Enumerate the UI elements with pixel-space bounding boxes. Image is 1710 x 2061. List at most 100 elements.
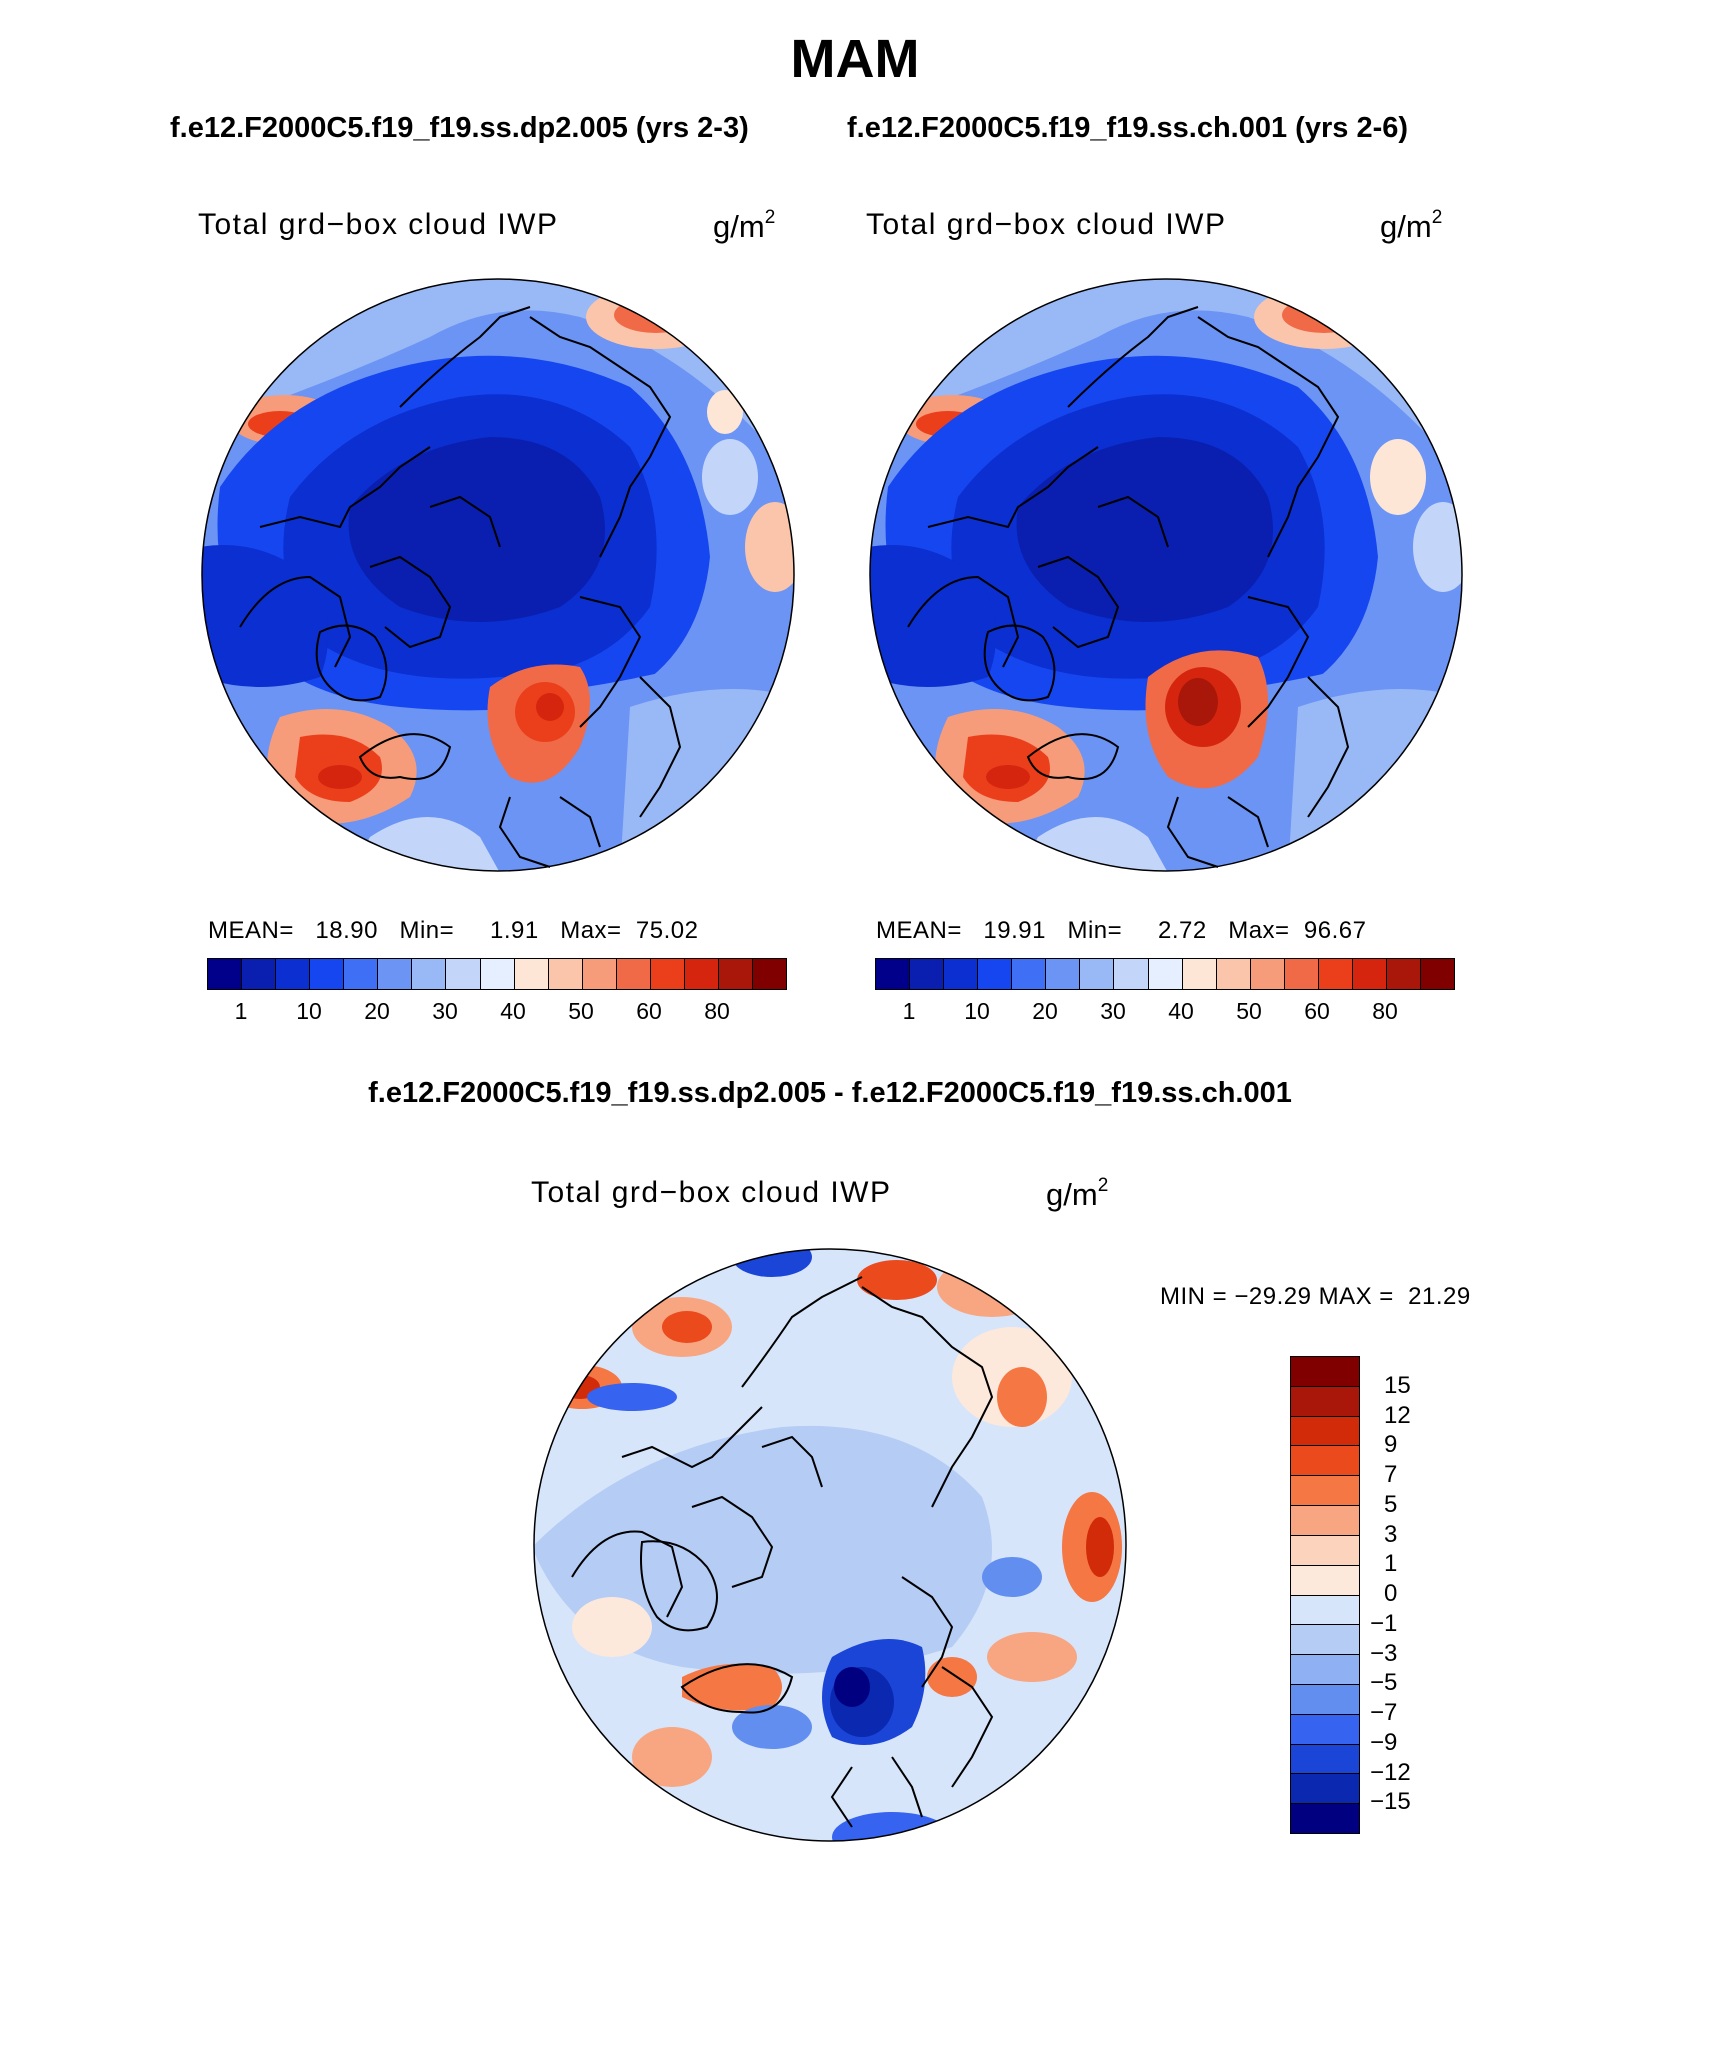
colorbar-swatch xyxy=(480,959,515,989)
colorbar-swatch xyxy=(1046,959,1081,989)
panel1-variable: Total grd−box cloud IWP xyxy=(198,208,559,241)
panel3-unit: g/m2 xyxy=(1046,1175,1109,1212)
panel2-unit: g/m2 xyxy=(1380,207,1443,244)
colorbar-tick-label: 10 xyxy=(296,998,322,1024)
colorbar-swatch xyxy=(1291,1595,1359,1626)
colorbar-tick-label: 80 xyxy=(704,998,730,1024)
colorbar-swatch xyxy=(276,959,311,989)
colorbar-swatch xyxy=(1216,959,1251,989)
colorbar-swatch xyxy=(1291,1744,1359,1775)
colorbar-swatch xyxy=(1148,959,1183,989)
colorbar-tick-label: 40 xyxy=(500,998,526,1024)
colorbar-tick-label: 15 xyxy=(1384,1371,1411,1399)
panel2-colorbar-labels: 1 10 20 30 40 50 60 80 xyxy=(875,998,1453,1028)
colorbar-swatch xyxy=(378,959,413,989)
colorbar-tick-label: 80 xyxy=(1372,998,1398,1024)
colorbar-swatch xyxy=(1291,1416,1359,1447)
colorbar-swatch xyxy=(616,959,651,989)
colorbar-tick-label: 5 xyxy=(1384,1490,1398,1518)
difference-colorbar-labels: 15 12 9 7 5 3 1 0 −1 −3 −5 −7 −9 −12 −15 xyxy=(1370,1356,1450,1832)
season-title: MAM xyxy=(790,29,920,89)
colorbar-tick-label: 9 xyxy=(1384,1431,1398,1459)
colorbar-swatch xyxy=(1291,1386,1359,1417)
colorbar-swatch xyxy=(412,959,447,989)
colorbar-swatch xyxy=(548,959,583,989)
colorbar-swatch xyxy=(1080,959,1115,989)
colorbar-swatch xyxy=(1291,1804,1359,1833)
colorbar-swatch xyxy=(582,959,617,989)
colorbar-swatch xyxy=(1291,1506,1359,1536)
panel3-map xyxy=(533,1248,1127,1842)
colorbar-tick-label: 1 xyxy=(902,998,916,1024)
colorbar-tick-label: −5 xyxy=(1370,1669,1398,1697)
panel2-stats: MEAN= 19.91 Min= 2.72 Max= 96.67 xyxy=(876,917,1367,944)
colorbar-swatch xyxy=(1182,959,1217,989)
colorbar-tick-label: 50 xyxy=(1236,998,1262,1024)
colorbar-swatch xyxy=(684,959,719,989)
colorbar-swatch xyxy=(650,959,685,989)
colorbar-tick-label: 0 xyxy=(1384,1580,1398,1607)
panel2-map xyxy=(869,278,1463,872)
colorbar-swatch xyxy=(1291,1625,1359,1656)
colorbar-swatch xyxy=(910,959,945,989)
panel1-map xyxy=(201,278,795,872)
colorbar-swatch xyxy=(242,959,277,989)
run-a-title: f.e12.F2000C5.f19_f19.ss.dp2.005 (yrs 2-… xyxy=(170,112,749,144)
colorbar-swatch xyxy=(1291,1774,1359,1805)
colorbar-tick-label: 30 xyxy=(432,998,458,1024)
colorbar-swatch xyxy=(978,959,1013,989)
colorbar-tick-label: 12 xyxy=(1384,1401,1411,1429)
colorbar-swatch xyxy=(1421,959,1455,989)
panel1-colorbar xyxy=(207,958,787,990)
colorbar-tick-label: 60 xyxy=(636,998,662,1024)
panel2-colorbar xyxy=(875,958,1455,990)
colorbar-swatch xyxy=(1250,959,1285,989)
colorbar-swatch xyxy=(1352,959,1387,989)
colorbar-tick-label: 40 xyxy=(1168,998,1194,1024)
colorbar-swatch xyxy=(1291,1446,1359,1477)
colorbar-tick-label: 50 xyxy=(568,998,594,1024)
colorbar-tick-label: 60 xyxy=(1304,998,1330,1024)
panel3-variable: Total grd−box cloud IWP xyxy=(531,1176,892,1209)
colorbar-swatch xyxy=(1386,959,1421,989)
colorbar-tick-label: 3 xyxy=(1384,1520,1398,1548)
colorbar-swatch xyxy=(1318,959,1353,989)
colorbar-tick-label: 20 xyxy=(364,998,390,1024)
panel1-unit: g/m2 xyxy=(713,207,776,244)
difference-colorbar xyxy=(1290,1356,1360,1834)
colorbar-swatch xyxy=(208,959,243,989)
colorbar-tick-label: −12 xyxy=(1370,1758,1411,1786)
colorbar-swatch xyxy=(753,959,787,989)
colorbar-tick-label: 1 xyxy=(1384,1550,1398,1578)
colorbar-tick-label: 30 xyxy=(1100,998,1126,1024)
colorbar-swatch xyxy=(718,959,753,989)
colorbar-tick-label: 10 xyxy=(964,998,990,1024)
run-b-title: f.e12.F2000C5.f19_f19.ss.ch.001 (yrs 2-6… xyxy=(847,112,1409,144)
difference-title: f.e12.F2000C5.f19_f19.ss.dp2.005 - f.e12… xyxy=(368,1077,1292,1109)
colorbar-swatch xyxy=(1291,1684,1359,1715)
colorbar-swatch xyxy=(1284,959,1319,989)
colorbar-tick-label: −3 xyxy=(1370,1639,1398,1667)
colorbar-swatch xyxy=(1291,1565,1359,1596)
colorbar-tick-label: 7 xyxy=(1384,1461,1398,1488)
colorbar-tick-label: −7 xyxy=(1370,1699,1398,1726)
panel1-stats: MEAN= 18.90 Min= 1.91 Max= 75.02 xyxy=(208,917,699,944)
colorbar-swatch xyxy=(344,959,379,989)
colorbar-swatch xyxy=(876,959,911,989)
colorbar-swatch xyxy=(1291,1357,1359,1387)
colorbar-swatch xyxy=(1291,1535,1359,1566)
colorbar-swatch xyxy=(1012,959,1047,989)
colorbar-swatch xyxy=(1114,959,1149,989)
colorbar-swatch xyxy=(514,959,549,989)
colorbar-swatch xyxy=(310,959,345,989)
colorbar-tick-label: 20 xyxy=(1032,998,1058,1024)
colorbar-tick-label: −9 xyxy=(1370,1728,1398,1756)
panel3-minmax: MIN = −29.29 MAX = 21.29 xyxy=(1160,1283,1471,1310)
colorbar-tick-label: −15 xyxy=(1370,1788,1411,1816)
panel1-colorbar-labels: 1 10 20 30 40 50 60 80 xyxy=(207,998,785,1028)
colorbar-tick-label: 1 xyxy=(234,998,248,1024)
colorbar-swatch xyxy=(1291,1476,1359,1507)
colorbar-tick-label: −1 xyxy=(1370,1609,1398,1637)
panel2-variable: Total grd−box cloud IWP xyxy=(866,208,1227,241)
colorbar-swatch xyxy=(1291,1714,1359,1745)
